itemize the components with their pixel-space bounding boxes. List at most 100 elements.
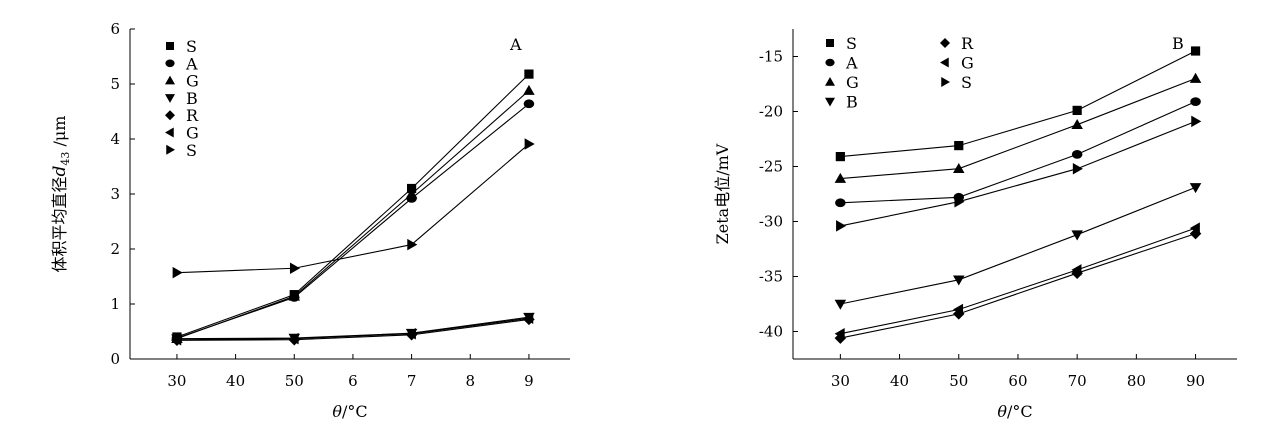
legend-label: S bbox=[961, 73, 972, 92]
y-tick-label: -20 bbox=[759, 103, 783, 121]
data-point bbox=[405, 327, 416, 340]
data-point bbox=[405, 188, 418, 199]
series-0 bbox=[172, 69, 534, 342]
series-5 bbox=[834, 222, 1200, 340]
y-tick-label: 5 bbox=[110, 75, 120, 93]
y-tick-label: 6 bbox=[110, 20, 120, 38]
legend-label: A bbox=[845, 54, 858, 73]
y-axis-label: Zeta电位/mV bbox=[713, 143, 732, 244]
legend-marker bbox=[165, 94, 175, 103]
x-axis-label-unit: /°C bbox=[342, 402, 368, 421]
series-1 bbox=[171, 99, 535, 343]
legend-marker bbox=[826, 39, 834, 47]
data-point bbox=[954, 141, 964, 151]
legend-label: G bbox=[186, 72, 199, 91]
data-point bbox=[1189, 222, 1200, 234]
data-point bbox=[836, 220, 847, 232]
y-tick-label: 3 bbox=[110, 185, 120, 203]
legend-marker bbox=[165, 110, 175, 121]
x-axis-label-unit: /°C bbox=[1007, 402, 1033, 421]
series-line bbox=[840, 186, 1196, 305]
data-point bbox=[288, 332, 299, 345]
series-line bbox=[176, 90, 530, 340]
legend-marker bbox=[166, 144, 175, 155]
legend-marker bbox=[166, 42, 174, 50]
data-point bbox=[1071, 230, 1083, 241]
x-tick-label: 8 bbox=[465, 372, 475, 390]
series-line bbox=[176, 143, 530, 274]
series-line bbox=[176, 103, 530, 339]
data-point bbox=[834, 172, 847, 183]
axes: 0 1 2 3 4 5 6 30 40 50 6 7 8 9 bbox=[110, 20, 570, 390]
data-point bbox=[1071, 150, 1083, 159]
data-point bbox=[288, 290, 301, 301]
legend-marker bbox=[941, 77, 950, 87]
data-point bbox=[1071, 118, 1083, 130]
y-axis-label: 体积平均直径d43 /μm bbox=[50, 116, 72, 273]
series-line bbox=[840, 50, 1196, 158]
legend-marker bbox=[940, 57, 949, 68]
series-5 bbox=[171, 312, 534, 346]
y-tick-label: -40 bbox=[759, 323, 783, 341]
x-tick-label: 80 bbox=[1127, 372, 1146, 390]
data-point bbox=[835, 198, 846, 208]
x-tick-label: 50 bbox=[285, 372, 304, 390]
x-tick-label: 70 bbox=[1068, 372, 1087, 390]
legend-label: S bbox=[846, 34, 857, 53]
x-axis-label-symbol: θ bbox=[997, 402, 1007, 421]
series-6 bbox=[172, 138, 535, 279]
series-line bbox=[176, 318, 530, 341]
data-point bbox=[524, 138, 535, 150]
data-point bbox=[524, 69, 534, 79]
y-tick-label: -30 bbox=[759, 213, 783, 231]
x-axis-label: θ/°C bbox=[332, 402, 367, 421]
data-point bbox=[953, 162, 965, 174]
series-line bbox=[840, 227, 1196, 335]
y-axis-label-subscript: 43 bbox=[59, 152, 72, 166]
legend-marker bbox=[165, 59, 175, 68]
data-point bbox=[407, 238, 418, 251]
y-tick-label: -15 bbox=[759, 48, 783, 66]
legend-marker bbox=[825, 58, 835, 67]
series-4 bbox=[171, 313, 535, 347]
y-tick-label: 0 bbox=[110, 350, 120, 368]
legend-label: S bbox=[186, 37, 197, 56]
x-axis-label: θ/°C bbox=[997, 402, 1032, 421]
series-line bbox=[176, 317, 530, 341]
series-2 bbox=[171, 84, 535, 343]
legend-marker bbox=[825, 97, 835, 107]
data-point bbox=[1189, 72, 1202, 83]
data-point bbox=[1189, 183, 1202, 194]
x-tick-label: 30 bbox=[831, 372, 850, 390]
legend-marker bbox=[825, 77, 835, 86]
legend-label: G bbox=[186, 124, 199, 143]
data-point bbox=[953, 303, 964, 316]
series-2 bbox=[834, 72, 1202, 183]
y-axis-label-main: Zeta电位 bbox=[713, 176, 732, 245]
series-line bbox=[176, 73, 530, 338]
axes: -15 -20 -25 -30 -35 -40 30 40 50 60 70 80 90 bbox=[759, 29, 1237, 390]
legend-label: G bbox=[846, 73, 859, 92]
y-tick-label: -25 bbox=[759, 158, 783, 176]
series-line bbox=[840, 120, 1196, 227]
data-point bbox=[1190, 46, 1201, 56]
data-point bbox=[523, 99, 535, 109]
y-axis-label-unit: /μm bbox=[50, 116, 69, 152]
y-tick-label: 4 bbox=[110, 130, 120, 148]
x-tick-label: 7 bbox=[407, 372, 417, 390]
data-point bbox=[954, 195, 965, 208]
data-point bbox=[834, 327, 845, 340]
legend-label: A bbox=[185, 54, 198, 73]
panel-label: A bbox=[509, 35, 522, 54]
data-point bbox=[1072, 162, 1083, 175]
series-line bbox=[840, 101, 1196, 204]
legend-marker bbox=[165, 127, 174, 138]
x-tick-label: 9 bbox=[524, 372, 534, 390]
data-point bbox=[1072, 105, 1082, 115]
panel-label: B bbox=[1172, 34, 1184, 53]
series-6 bbox=[836, 115, 1202, 232]
x-tick-label: 6 bbox=[348, 372, 358, 390]
series-line bbox=[176, 316, 530, 340]
